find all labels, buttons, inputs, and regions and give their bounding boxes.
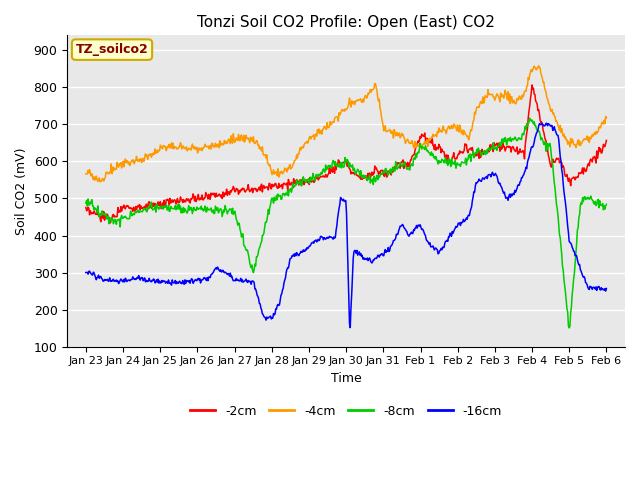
Y-axis label: Soil CO2 (mV): Soil CO2 (mV) (15, 147, 28, 235)
Text: TZ_soilco2: TZ_soilco2 (76, 43, 148, 56)
Title: Tonzi Soil CO2 Profile: Open (East) CO2: Tonzi Soil CO2 Profile: Open (East) CO2 (197, 15, 495, 30)
Legend: -2cm, -4cm, -8cm, -16cm: -2cm, -4cm, -8cm, -16cm (186, 400, 507, 423)
X-axis label: Time: Time (331, 372, 362, 385)
